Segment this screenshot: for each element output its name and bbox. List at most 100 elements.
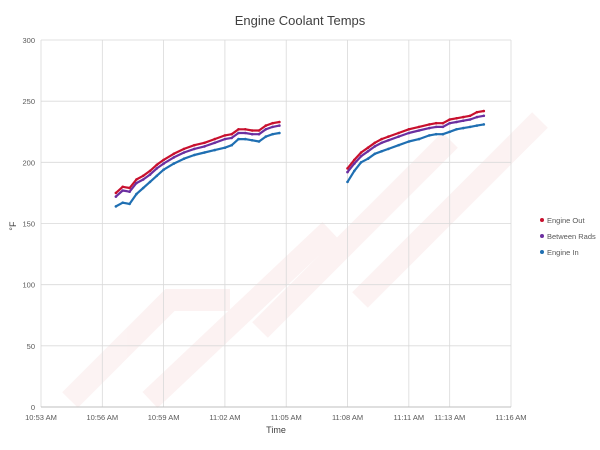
data-point xyxy=(278,124,281,127)
series-engine-in xyxy=(114,123,486,208)
data-point xyxy=(455,117,458,120)
data-point xyxy=(162,168,165,171)
data-point xyxy=(193,147,196,151)
data-point xyxy=(237,128,240,131)
x-tick-label: 10:56 AM xyxy=(86,413,118,422)
data-point xyxy=(213,137,216,141)
data-point xyxy=(278,131,281,135)
data-point xyxy=(428,126,431,130)
data-point xyxy=(182,147,186,151)
legend-label: Between Rads xyxy=(547,232,596,241)
data-series xyxy=(114,109,486,208)
data-point xyxy=(407,131,411,135)
data-point xyxy=(250,132,254,136)
data-point xyxy=(387,135,390,138)
y-tick-label: 100 xyxy=(22,281,35,290)
series-between-rads xyxy=(114,114,486,198)
data-point xyxy=(230,132,233,136)
data-point xyxy=(257,140,261,143)
series-line xyxy=(114,131,281,208)
data-point xyxy=(434,121,438,125)
data-point xyxy=(141,178,145,181)
data-point xyxy=(387,147,390,151)
data-point xyxy=(271,121,274,125)
data-point xyxy=(417,125,421,129)
x-tick-label: 11:08 AM xyxy=(332,413,363,422)
data-point xyxy=(193,143,196,147)
data-point xyxy=(397,143,400,147)
data-point xyxy=(271,132,274,136)
data-point xyxy=(373,145,377,148)
legend: Engine Out Between Rads Engine In xyxy=(540,216,596,257)
data-point xyxy=(373,141,377,145)
data-point xyxy=(448,130,452,134)
data-point xyxy=(346,170,349,174)
x-tick-label: 11:05 AM xyxy=(271,413,302,422)
y-tick-label: 50 xyxy=(27,342,35,351)
legend-marker xyxy=(540,218,544,222)
data-point xyxy=(366,150,370,153)
data-point xyxy=(373,152,377,156)
data-point xyxy=(278,120,281,124)
data-point xyxy=(148,169,152,173)
data-point xyxy=(182,151,186,154)
data-point xyxy=(203,145,206,148)
data-point xyxy=(121,201,124,204)
x-tick-label: 11:16 AM xyxy=(495,413,526,422)
data-point xyxy=(455,128,458,131)
data-point xyxy=(468,114,472,118)
data-point xyxy=(353,162,356,165)
data-point xyxy=(434,132,438,136)
legend-item: Engine In xyxy=(540,248,579,257)
legend-item: Between Rads xyxy=(540,232,596,241)
data-point xyxy=(448,118,452,121)
data-point xyxy=(128,186,131,190)
data-point xyxy=(475,110,479,114)
data-point xyxy=(353,169,356,173)
legend-label: Engine Out xyxy=(547,216,585,225)
data-point xyxy=(135,178,138,181)
data-point xyxy=(213,148,216,152)
legend-label: Engine In xyxy=(547,248,579,257)
data-point xyxy=(155,174,159,178)
data-point xyxy=(230,143,233,147)
data-point xyxy=(468,118,472,121)
data-point xyxy=(482,109,486,113)
data-point xyxy=(468,125,472,129)
axes: 0 50 100 150 200 250 300 10:53 AM 10:56 AM 10:59 … xyxy=(22,36,526,422)
data-point xyxy=(359,151,363,154)
data-point xyxy=(397,131,400,135)
data-point xyxy=(182,157,186,160)
data-point xyxy=(141,174,145,178)
data-point xyxy=(417,129,421,132)
series-engine-out xyxy=(114,109,486,195)
data-point xyxy=(162,158,165,162)
series-line xyxy=(114,120,281,194)
data-point xyxy=(193,153,196,157)
data-point xyxy=(203,141,206,145)
data-point xyxy=(223,137,227,141)
data-point xyxy=(407,128,411,131)
series-line xyxy=(114,124,281,198)
data-point xyxy=(141,186,145,190)
data-point xyxy=(121,185,124,189)
x-tick-label: 11:11 AM xyxy=(394,413,425,422)
data-point xyxy=(428,123,431,126)
data-point xyxy=(448,121,452,125)
x-tick-label: 11:02 AM xyxy=(209,413,240,422)
data-point xyxy=(213,141,216,145)
data-point xyxy=(223,146,227,149)
data-point xyxy=(482,123,486,126)
data-point xyxy=(428,134,431,137)
data-point xyxy=(203,151,206,154)
data-point xyxy=(135,181,138,185)
y-tick-label: 200 xyxy=(22,158,35,167)
data-point xyxy=(407,140,411,143)
data-point xyxy=(264,124,268,127)
data-point xyxy=(271,125,274,129)
data-point xyxy=(148,173,152,176)
data-point xyxy=(135,192,138,196)
data-point xyxy=(387,139,390,142)
